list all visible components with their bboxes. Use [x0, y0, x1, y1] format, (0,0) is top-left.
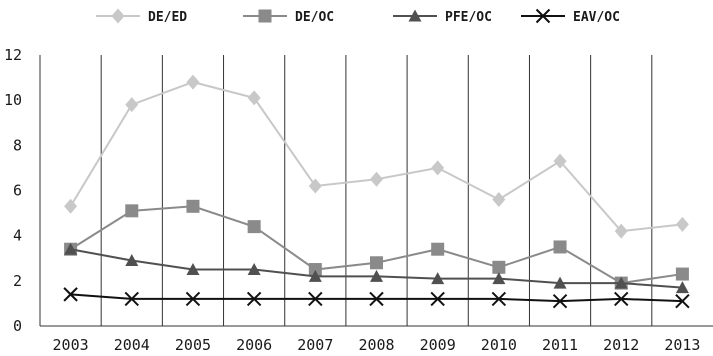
legend-entry: DE/ED — [96, 8, 187, 25]
data-point — [492, 272, 506, 285]
grid-lines — [100, 55, 653, 326]
x-tick-label: 2008 — [358, 336, 394, 354]
x-tick-label: 2006 — [236, 336, 272, 354]
y-tick-label: 4 — [13, 227, 22, 245]
series-group — [63, 74, 690, 309]
x-tick-label: 2003 — [53, 336, 89, 354]
data-point — [308, 269, 322, 282]
data-point — [124, 291, 139, 307]
data-point — [370, 269, 383, 282]
data-point — [675, 293, 690, 309]
data-point — [370, 171, 383, 187]
x-tick-label: 2004 — [114, 336, 150, 354]
legend-label: DE/ED — [148, 10, 187, 25]
data-point — [552, 293, 568, 309]
legend-entry: EAV/OC — [521, 8, 620, 25]
data-point — [185, 291, 201, 307]
data-point — [308, 263, 322, 277]
data-point — [553, 153, 567, 169]
legend-label: EAV/OC — [573, 10, 620, 25]
data-point — [247, 263, 261, 276]
legend-marker — [535, 8, 551, 24]
data-point — [125, 204, 139, 218]
data-point — [186, 199, 200, 213]
data-point — [369, 291, 384, 307]
data-point — [125, 97, 139, 113]
series-eav-oc — [63, 287, 690, 309]
data-point — [675, 216, 689, 232]
data-point — [431, 242, 445, 256]
data-point — [553, 276, 567, 289]
series-de-ed — [64, 74, 689, 239]
x-tick-label: 2013 — [664, 336, 700, 354]
data-point — [370, 256, 383, 270]
data-point — [675, 267, 689, 281]
x-tick-label: 2005 — [175, 336, 211, 354]
y-tick-label: 2 — [13, 272, 22, 290]
x-tick-label: 2009 — [420, 336, 456, 354]
legend-marker — [408, 9, 422, 22]
data-point — [186, 263, 200, 276]
data-point — [675, 281, 689, 294]
legend-label: PFE/OC — [445, 10, 492, 25]
data-point — [247, 90, 261, 106]
data-point — [491, 291, 507, 307]
legend-entry: PFE/OC — [393, 9, 492, 25]
data-point — [614, 291, 629, 307]
legend-marker — [111, 8, 125, 24]
data-point — [553, 240, 567, 254]
data-point — [246, 291, 262, 307]
data-point — [614, 276, 628, 289]
y-tick-label: 8 — [13, 136, 22, 154]
legend-marker — [258, 9, 272, 23]
data-point — [125, 254, 139, 267]
legend-entry: DE/OC — [243, 9, 334, 25]
data-point — [492, 192, 506, 208]
data-point — [431, 160, 445, 176]
data-point — [64, 198, 78, 214]
x-tick-label: 2010 — [481, 336, 517, 354]
legend: DE/ED DE/OC PFE/OC EAV/OC — [96, 8, 620, 25]
data-point — [430, 291, 445, 307]
y-tick-label: 12 — [4, 46, 22, 64]
data-point — [431, 272, 445, 285]
series-pfe-oc — [64, 242, 689, 294]
data-point — [308, 178, 322, 194]
data-point — [64, 242, 78, 255]
y-tick-label: 0 — [13, 317, 22, 335]
data-point — [186, 74, 200, 90]
y-tick-label: 6 — [13, 182, 22, 200]
x-tick-label: 2012 — [603, 336, 639, 354]
legend-label: DE/OC — [295, 10, 334, 25]
data-point — [492, 260, 506, 274]
data-point — [63, 287, 78, 302]
x-tick-label: 2007 — [297, 336, 333, 354]
x-tick-label: 2011 — [542, 336, 578, 354]
data-point — [614, 223, 628, 239]
y-tick-label: 10 — [4, 91, 22, 109]
tick-labels: 0 2 4 6 8 10 12 2003 2004 2005 2006 2007 2008 2009 201… — [4, 46, 701, 354]
data-point — [308, 291, 323, 307]
data-point — [247, 220, 261, 234]
axes — [39, 55, 713, 327]
